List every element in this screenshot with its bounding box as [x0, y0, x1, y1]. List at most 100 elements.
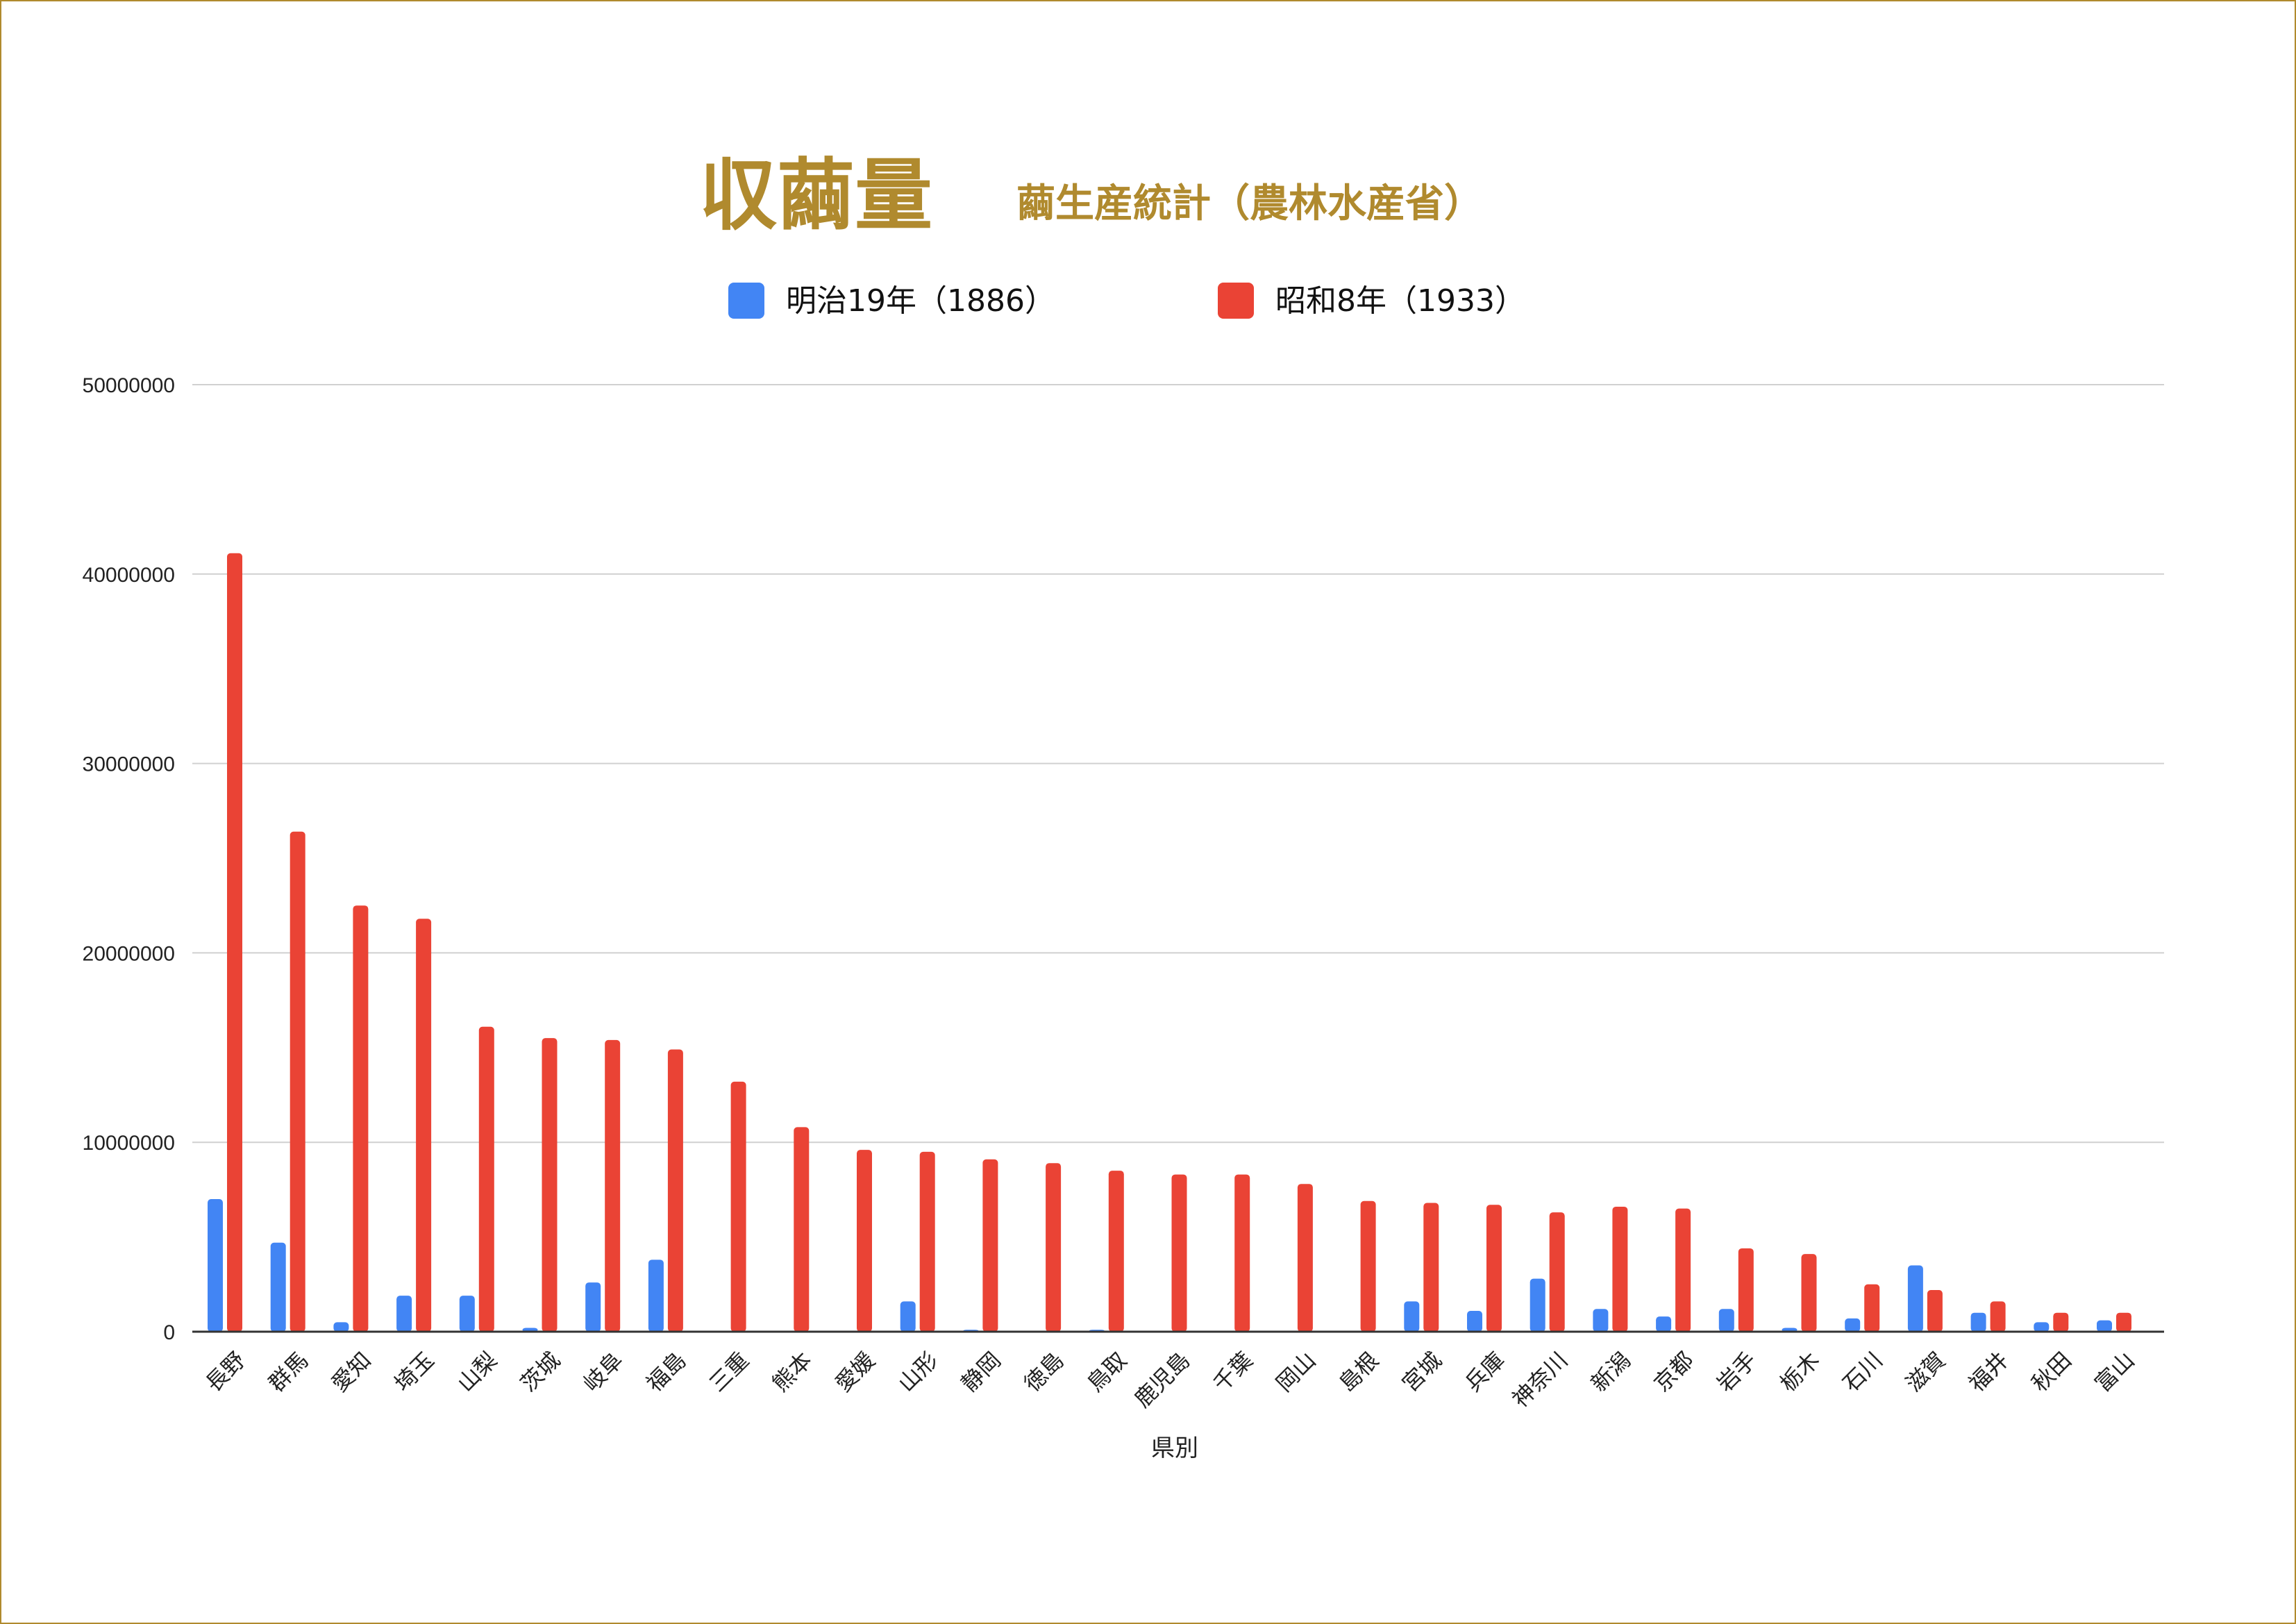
- legend: 明治19年（1886） 昭和8年（1933）: [728, 283, 1525, 319]
- bar-1933: [1864, 1284, 1880, 1332]
- bar-1886: [1907, 1265, 1923, 1332]
- bar-1933: [667, 1049, 683, 1332]
- bar-1933: [1927, 1289, 1943, 1332]
- x-tick-label: 滋賀: [1900, 1347, 1950, 1397]
- bar-1886: [1530, 1278, 1545, 1332]
- legend-label-1933: 昭和8年（1933）: [1275, 283, 1525, 319]
- bar-1933: [794, 1127, 810, 1332]
- x-tick-label: 秋田: [2027, 1347, 2077, 1397]
- bar-1886: [333, 1322, 349, 1332]
- bar-1933: [353, 905, 369, 1332]
- bar-1886: [1970, 1312, 1986, 1332]
- bar-1933: [1234, 1174, 1250, 1332]
- bar-1933: [919, 1151, 935, 1332]
- x-axis-label: 県別: [1151, 1434, 1198, 1462]
- x-tick-label: 神奈川: [1507, 1347, 1573, 1413]
- bar-1933: [1360, 1200, 1376, 1332]
- legend-swatch-1886: [728, 283, 764, 319]
- bar-1886: [648, 1259, 664, 1332]
- x-tick-label: 石川: [1838, 1347, 1888, 1397]
- x-tick-label: 徳島: [1019, 1347, 1069, 1397]
- bar-1886: [1718, 1309, 1734, 1332]
- bar-1933: [857, 1150, 872, 1332]
- x-tick-label: 群馬: [263, 1347, 313, 1397]
- x-tick-label: 熊本: [767, 1347, 817, 1397]
- y-axis-ticks: 0 10000000 20000000 30000000 40000000 5000000…: [83, 374, 175, 1344]
- x-tick-label: 兵庫: [1459, 1347, 1509, 1397]
- chart-subtitle: 繭生産統計（農林水産省）: [1016, 181, 1483, 226]
- bar-1933: [1171, 1174, 1187, 1332]
- x-tick-label: 茨城: [515, 1347, 565, 1397]
- bar-1886: [1593, 1309, 1609, 1332]
- x-tick-label: 愛媛: [830, 1347, 880, 1397]
- bar-1933: [1612, 1206, 1628, 1332]
- x-tick-label: 山形: [893, 1347, 943, 1397]
- bar-1933: [542, 1038, 558, 1332]
- bar-1933: [416, 919, 432, 1332]
- x-tick-label: 岐阜: [578, 1347, 628, 1397]
- bar-1886: [270, 1242, 286, 1332]
- y-tick-label: 50000000: [83, 374, 175, 397]
- bar-1933: [1738, 1248, 1754, 1332]
- bar-1933: [1801, 1254, 1817, 1332]
- legend-swatch-1933: [1218, 283, 1254, 319]
- bar-1933: [1297, 1184, 1313, 1332]
- x-tick-label: 富山: [2089, 1347, 2139, 1397]
- bar-1886: [900, 1301, 916, 1332]
- bar-1933: [478, 1026, 494, 1332]
- bar-1933: [1549, 1212, 1565, 1332]
- x-tick-label: 静岡: [956, 1347, 1006, 1397]
- y-tick-label: 40000000: [83, 564, 175, 587]
- x-tick-label: 山梨: [452, 1347, 502, 1397]
- y-tick-label: 20000000: [83, 942, 175, 965]
- bar-1933: [1675, 1208, 1691, 1332]
- bar-1933: [730, 1081, 746, 1332]
- bar-1886: [1404, 1301, 1420, 1332]
- x-tick-label: 鳥取: [1082, 1347, 1132, 1397]
- bar-1933: [1108, 1171, 1124, 1332]
- bar-1933: [227, 553, 242, 1332]
- bar-1886: [2034, 1322, 2050, 1332]
- bar-1886: [1656, 1316, 1672, 1332]
- bar-1886: [2097, 1320, 2112, 1332]
- bar-1886: [459, 1296, 475, 1332]
- x-tick-label: 愛知: [326, 1347, 376, 1397]
- x-tick-label: 島根: [1334, 1347, 1384, 1397]
- bar-1933: [982, 1159, 998, 1332]
- legend-label-1886: 明治19年（1886）: [786, 283, 1055, 319]
- bar-1886: [396, 1296, 412, 1332]
- x-tick-label: 埼玉: [389, 1347, 439, 1397]
- bar-1933: [1046, 1163, 1062, 1332]
- bars: [208, 553, 2131, 1332]
- x-tick-label: 福島: [641, 1347, 691, 1397]
- chart-title: 収繭量: [699, 151, 932, 241]
- y-tick-label: 0: [163, 1321, 175, 1344]
- bar-1933: [605, 1039, 621, 1332]
- bar-1933: [290, 831, 305, 1332]
- x-tick-label: 宮城: [1397, 1347, 1447, 1397]
- x-tick-label: 千葉: [1208, 1347, 1258, 1397]
- bar-1886: [1845, 1318, 1861, 1332]
- bar-1933: [2053, 1312, 2069, 1332]
- x-tick-label: 鹿児島: [1129, 1347, 1195, 1413]
- gridlines: [192, 384, 2164, 1144]
- bar-1886: [585, 1282, 601, 1332]
- bar-1886: [208, 1199, 223, 1332]
- y-tick-label: 10000000: [83, 1132, 175, 1155]
- x-tick-label: 京都: [1649, 1347, 1699, 1397]
- bar-1886: [1467, 1310, 1482, 1332]
- bar-1933: [1990, 1301, 2006, 1332]
- y-tick-label: 30000000: [83, 753, 175, 776]
- bar-1933: [1423, 1203, 1439, 1332]
- x-tick-label: 福井: [1963, 1347, 2013, 1397]
- x-tick-label: 岡山: [1271, 1347, 1321, 1397]
- x-axis-ticks: 長野 群馬 愛知 埼玉 山梨 茨城 岐阜 福島 三重 熊本 愛媛 山形 静岡 徳島 鳥取鹿児島 千葉 岡山 島根宮…: [200, 1347, 2139, 1413]
- x-tick-label: 栃木: [1775, 1347, 1825, 1397]
- bar-1933: [2116, 1312, 2131, 1332]
- x-tick-label: 長野: [200, 1347, 250, 1397]
- bar-1933: [1486, 1205, 1502, 1332]
- x-tick-label: 三重: [704, 1347, 754, 1397]
- x-tick-label: 新潟: [1586, 1347, 1636, 1397]
